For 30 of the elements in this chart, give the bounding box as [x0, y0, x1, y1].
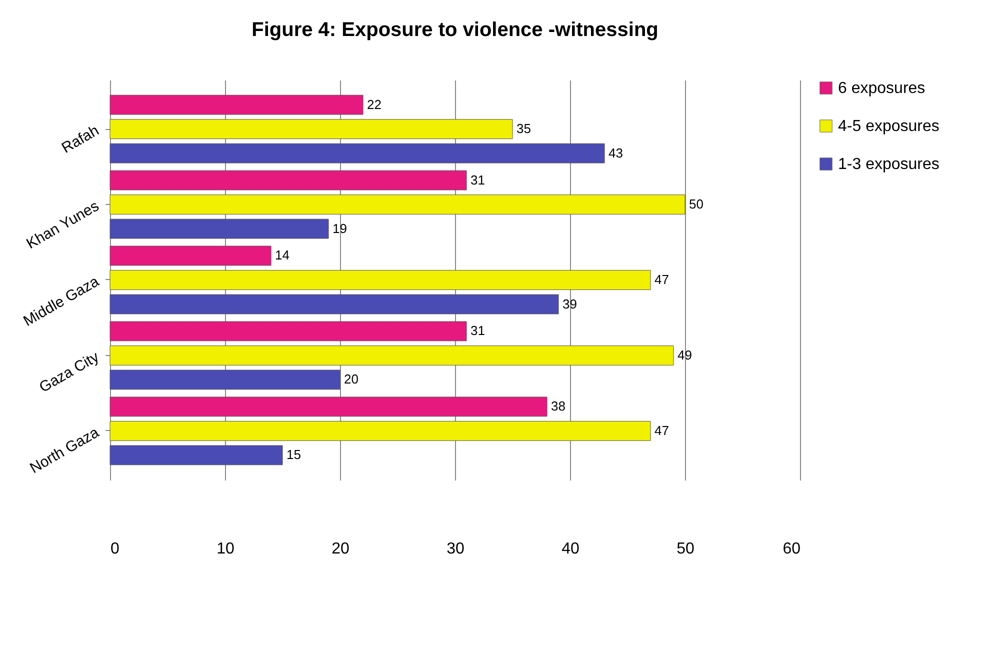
data-label: 22	[367, 96, 382, 112]
data-label: 38	[551, 398, 566, 414]
x-tick-label: 10	[216, 540, 234, 558]
y-tick-label: Rafah	[58, 122, 102, 157]
data-label: 19	[332, 220, 347, 236]
data-label: 31	[470, 323, 485, 338]
x-tick-label: 40	[562, 540, 580, 558]
x-tick-label: 0	[110, 540, 120, 558]
data-label: 20	[344, 372, 358, 387]
data-label: 39	[562, 296, 577, 312]
chart-title: Figure 4: Exposure to violence -witnessing	[252, 19, 658, 41]
data-label: 31	[470, 172, 485, 188]
data-label: 49	[678, 347, 692, 362]
x-tick-label: 50	[676, 540, 694, 558]
y-tick-label: Gaza City	[36, 348, 102, 396]
x-tick-label: 30	[446, 540, 464, 558]
legend-label: 1-3 exposures	[838, 156, 940, 173]
data-label: 50	[689, 196, 704, 212]
legend-label: 4-5 exposures	[838, 118, 940, 135]
data-label: 47	[654, 272, 669, 287]
x-tick-label: 20	[332, 540, 350, 558]
y-tick-label: North Gaza	[27, 424, 103, 478]
data-label: 47	[654, 422, 669, 438]
data-label: 35	[516, 121, 531, 136]
legend-label: 6 exposures	[838, 80, 926, 97]
x-tick-label: 60	[782, 540, 801, 558]
y-tick-label: Khan Yunes	[24, 198, 102, 253]
data-label: 14	[275, 248, 290, 263]
data-label: 15	[286, 447, 301, 462]
data-label: 43	[608, 145, 623, 160]
